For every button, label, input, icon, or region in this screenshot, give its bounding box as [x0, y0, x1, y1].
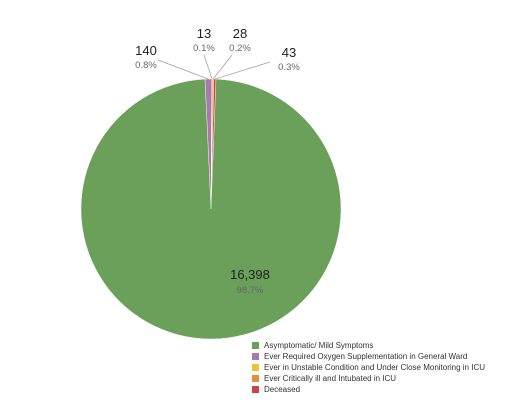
- legend-label: Ever in Unstable Condition and Under Clo…: [264, 363, 485, 372]
- legend-swatch: [252, 353, 259, 360]
- leader-line-3: [212, 54, 233, 80]
- data-label-value-4: 43: [282, 45, 296, 60]
- legend-label: Asymptomatic/ Mild Symptoms: [264, 341, 374, 350]
- data-label-value-3: 28: [233, 26, 247, 41]
- legend-swatch: [252, 386, 259, 393]
- data-label-percent-4: 0.3%: [278, 62, 300, 73]
- legend-swatch: [252, 375, 259, 382]
- leader-line-1: [157, 59, 209, 80]
- data-label-value-1: 140: [135, 43, 157, 58]
- legend-item: Asymptomatic/ Mild Symptoms: [252, 340, 485, 351]
- data-label-percent-0: 98.7%: [237, 285, 264, 296]
- data-label-percent-3: 0.2%: [229, 43, 251, 54]
- data-label-value-2: 13: [197, 26, 211, 41]
- legend-item: Ever Required Oxygen Supplementation in …: [252, 351, 485, 362]
- legend-item: Ever Critically ill and Intubated in ICU: [252, 373, 485, 384]
- legend-swatch: [252, 364, 259, 371]
- pie-slice-0: [80, 78, 342, 340]
- leader-lines: [157, 54, 271, 80]
- legend-swatch: [252, 342, 259, 349]
- data-label-percent-2: 0.1%: [193, 43, 215, 54]
- data-label-value-0: 16,398: [230, 267, 270, 282]
- legend: Asymptomatic/ Mild Symptoms Ever Require…: [252, 340, 485, 395]
- leader-line-2: [203, 54, 213, 80]
- legend-item: Deceased: [252, 384, 485, 395]
- legend-item: Ever in Unstable Condition and Under Clo…: [252, 362, 485, 373]
- data-label-percent-1: 0.8%: [135, 60, 157, 71]
- legend-label: Ever Critically ill and Intubated in ICU: [264, 374, 397, 383]
- leader-line-4: [214, 61, 271, 80]
- legend-label: Deceased: [264, 385, 301, 394]
- pie-slices: [80, 78, 342, 340]
- legend-label: Ever Required Oxygen Supplementation in …: [264, 352, 468, 361]
